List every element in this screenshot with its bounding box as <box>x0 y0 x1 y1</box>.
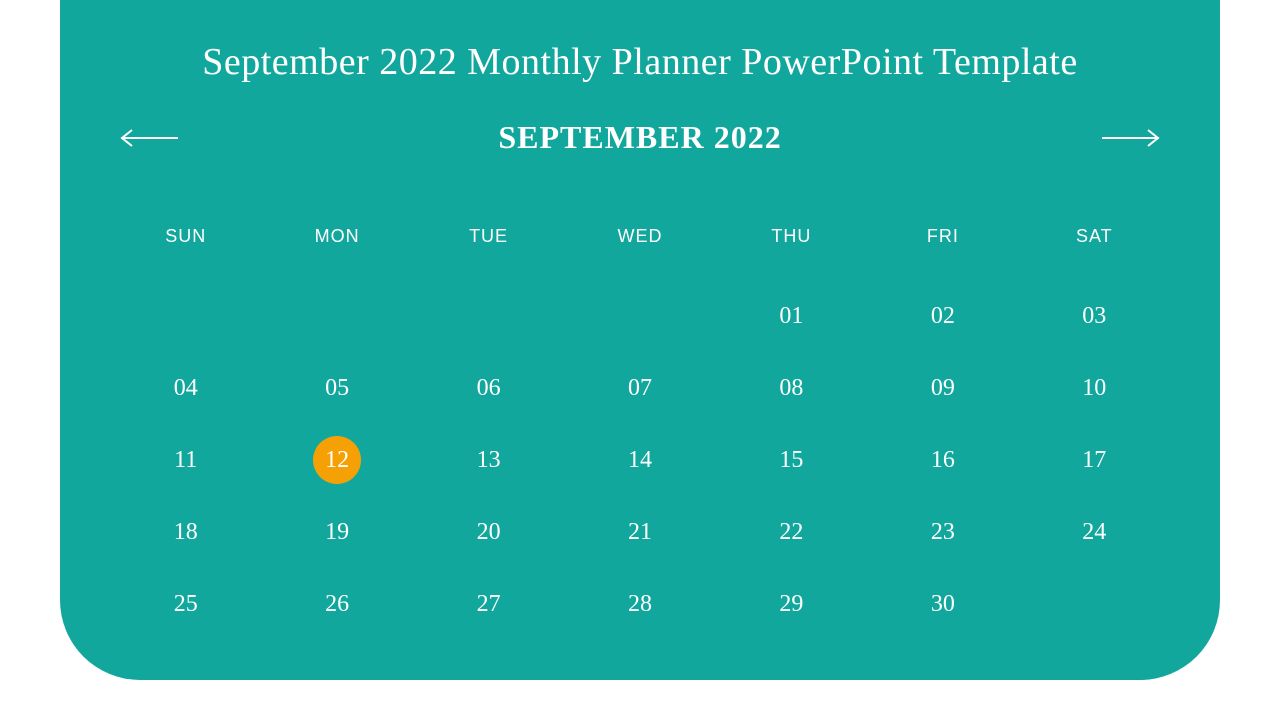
day-cell[interactable]: 29 <box>716 585 867 623</box>
weekday-label: FRI <box>867 226 1018 247</box>
day-cell[interactable]: 04 <box>110 369 261 407</box>
day-cell[interactable]: 17 <box>1019 441 1170 479</box>
month-title: SEPTEMBER 2022 <box>498 119 781 156</box>
day-cell[interactable]: 08 <box>716 369 867 407</box>
month-nav: SEPTEMBER 2022 <box>110 119 1170 156</box>
day-cell[interactable]: 06 <box>413 369 564 407</box>
calendar-container: September 2022 Monthly Planner PowerPoin… <box>60 0 1220 680</box>
day-cell[interactable]: 02 <box>867 297 1018 335</box>
day-cell[interactable]: 07 <box>564 369 715 407</box>
next-month-arrow-icon[interactable] <box>1100 128 1160 148</box>
day-cell[interactable]: 18 <box>110 513 261 551</box>
day-cell[interactable]: 16 <box>867 441 1018 479</box>
day-cell[interactable]: 05 <box>261 369 412 407</box>
day-cell[interactable]: 13 <box>413 441 564 479</box>
day-cell[interactable]: 03 <box>1019 297 1170 335</box>
day-cell[interactable]: 22 <box>716 513 867 551</box>
weekday-label: THU <box>716 226 867 247</box>
day-cell[interactable]: 01 <box>716 297 867 335</box>
day-cell[interactable]: 28 <box>564 585 715 623</box>
day-cell[interactable]: 24 <box>1019 513 1170 551</box>
day-cell[interactable]: 30 <box>867 585 1018 623</box>
prev-month-arrow-icon[interactable] <box>120 128 180 148</box>
day-cell[interactable]: 26 <box>261 585 412 623</box>
day-cell[interactable]: 19 <box>261 513 412 551</box>
day-cell[interactable]: 10 <box>1019 369 1170 407</box>
day-cell[interactable]: 25 <box>110 585 261 623</box>
weekday-label: SAT <box>1019 226 1170 247</box>
weekday-header: SUN MON TUE WED THU FRI SAT <box>110 226 1170 247</box>
day-cell[interactable]: 20 <box>413 513 564 551</box>
weekday-label: TUE <box>413 226 564 247</box>
day-cell[interactable]: 21 <box>564 513 715 551</box>
day-cell[interactable]: 23 <box>867 513 1018 551</box>
weekday-label: WED <box>564 226 715 247</box>
day-cell[interactable]: 15 <box>716 441 867 479</box>
day-cell[interactable]: 27 <box>413 585 564 623</box>
page-title: September 2022 Monthly Planner PowerPoin… <box>110 40 1170 84</box>
day-cell[interactable]: 12 <box>261 441 412 479</box>
weekday-label: SUN <box>110 226 261 247</box>
day-cell[interactable]: 09 <box>867 369 1018 407</box>
days-grid: 010203 04050607080910 11121314151617 181920… <box>110 297 1170 623</box>
day-cell[interactable]: 11 <box>110 441 261 479</box>
day-cell[interactable]: 14 <box>564 441 715 479</box>
weekday-label: MON <box>261 226 412 247</box>
